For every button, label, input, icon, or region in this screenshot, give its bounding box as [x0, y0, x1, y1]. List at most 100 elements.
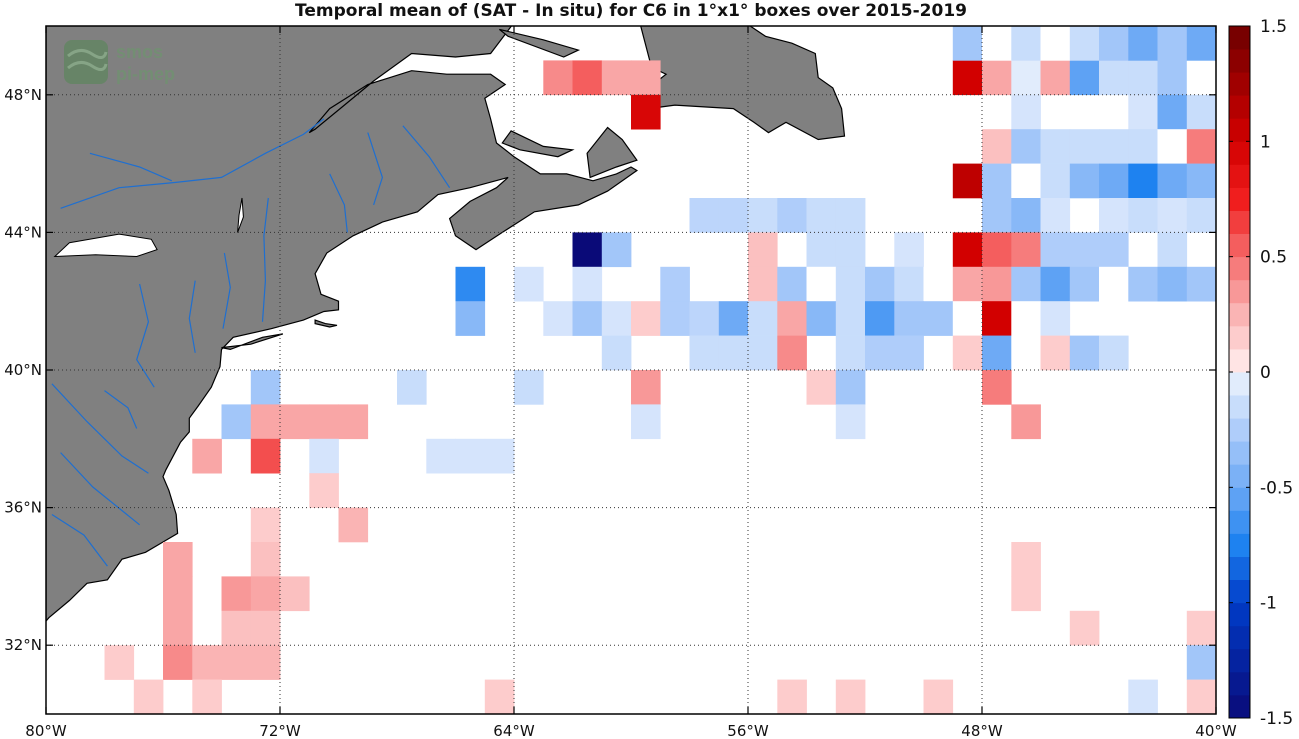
data-cell	[1011, 60, 1041, 96]
data-cell	[1099, 266, 1129, 302]
data-cell	[982, 301, 1012, 336]
data-cell	[952, 60, 983, 96]
colorbar-level	[1229, 671, 1250, 696]
colorbar-level	[1229, 164, 1250, 188]
data-cell	[748, 232, 778, 268]
data-cell	[1157, 60, 1188, 96]
data-cell	[221, 404, 252, 440]
data-cell	[1186, 60, 1216, 96]
data-cell	[1099, 163, 1129, 199]
data-cell	[689, 301, 720, 336]
colorbar-tick-label: -1.5	[1260, 709, 1293, 729]
data-cell	[192, 714, 222, 739]
data-cell	[1186, 645, 1216, 680]
data-cell	[1186, 129, 1216, 164]
data-cell	[1099, 129, 1129, 164]
x-tick-label: 64°W	[493, 722, 535, 739]
x-tick-label: 56°W	[727, 722, 769, 739]
river-line	[188, 280, 196, 353]
colorbar-tick-label: 0	[1260, 363, 1271, 383]
data-cell	[105, 714, 135, 739]
data-cell	[1069, 266, 1100, 302]
map-frame	[45, 25, 1217, 715]
data-cell	[1186, 610, 1216, 646]
logo-globe-icon	[64, 40, 108, 84]
x-tick-label: 48°W	[961, 722, 1003, 739]
data-cell	[572, 60, 603, 96]
data-cell	[982, 266, 1012, 302]
colorbar-level	[1229, 510, 1250, 534]
x-tick-label: 40°W	[1195, 722, 1237, 739]
data-cell	[806, 266, 837, 302]
data-cell	[1069, 26, 1100, 61]
colorbar-level	[1229, 395, 1250, 419]
data-cell	[835, 301, 866, 336]
x-tick-label: 80°W	[25, 722, 67, 739]
data-cell	[1128, 26, 1158, 61]
data-cell	[1099, 232, 1129, 268]
colorbar-level	[1229, 95, 1250, 119]
x-tick-labels: 80°W 72°W 64°W 56°W 48°W 40°W	[25, 722, 1237, 739]
data-cell	[1011, 335, 1041, 371]
data-cell	[1040, 266, 1071, 302]
river-line	[51, 513, 108, 567]
colorbar-level	[1229, 279, 1250, 304]
data-cell	[250, 507, 281, 543]
data-cell	[865, 301, 895, 336]
data-cell	[1069, 60, 1100, 96]
data-cell	[601, 60, 632, 96]
data-cell	[1011, 163, 1041, 199]
logo-line1: smos	[116, 42, 163, 62]
data-cell	[250, 576, 281, 612]
colorbar-level	[1229, 348, 1250, 373]
colorbar-level	[1229, 187, 1250, 211]
data-cell	[865, 335, 895, 371]
colorbar-level	[1229, 118, 1250, 142]
colorbar-level	[1229, 233, 1250, 258]
river-line	[89, 152, 173, 182]
data-cell	[514, 266, 544, 302]
data-cell	[835, 404, 866, 440]
data-cell	[1157, 94, 1188, 130]
data-cell	[309, 404, 339, 440]
data-cell	[835, 266, 866, 302]
smos-pi-mep-logo: smos pi-mep	[64, 40, 175, 84]
data-cell	[1070, 714, 1100, 739]
colorbar-level	[1229, 325, 1250, 350]
colorbar-level	[1229, 72, 1250, 96]
data-cell	[1099, 60, 1129, 96]
data-cell	[163, 645, 193, 680]
data-cell	[163, 576, 193, 612]
data-cell	[1011, 129, 1041, 164]
data-cell	[1069, 163, 1100, 199]
land-polygon	[221, 333, 284, 351]
data-cell	[1099, 335, 1129, 371]
colorbar-level	[1229, 49, 1250, 73]
data-cell	[572, 301, 603, 336]
data-cell	[280, 404, 310, 440]
colorbar-level	[1229, 441, 1250, 465]
data-cell	[338, 507, 369, 543]
data-cell	[982, 335, 1012, 371]
data-cell	[718, 335, 749, 371]
data-cell	[1157, 266, 1188, 302]
data-cell	[835, 335, 866, 371]
data-cell	[1186, 163, 1216, 199]
data-cell	[601, 232, 632, 268]
data-cell	[835, 198, 866, 233]
colorbar-level	[1229, 625, 1250, 650]
data-cell	[75, 714, 105, 739]
colorbar-level	[1229, 579, 1250, 604]
colorbar-tick-label: -1	[1260, 594, 1277, 614]
land-masses	[46, 26, 846, 623]
data-cell	[982, 163, 1012, 199]
data-cell	[1040, 26, 1071, 61]
data-cell	[982, 129, 1012, 164]
colorbar-level	[1229, 372, 1250, 396]
data-cell	[660, 266, 690, 302]
data-cell	[163, 542, 193, 577]
data-cell	[1128, 266, 1158, 302]
data-cell	[1069, 232, 1100, 268]
data-cell	[338, 404, 369, 440]
data-cell	[192, 679, 222, 714]
